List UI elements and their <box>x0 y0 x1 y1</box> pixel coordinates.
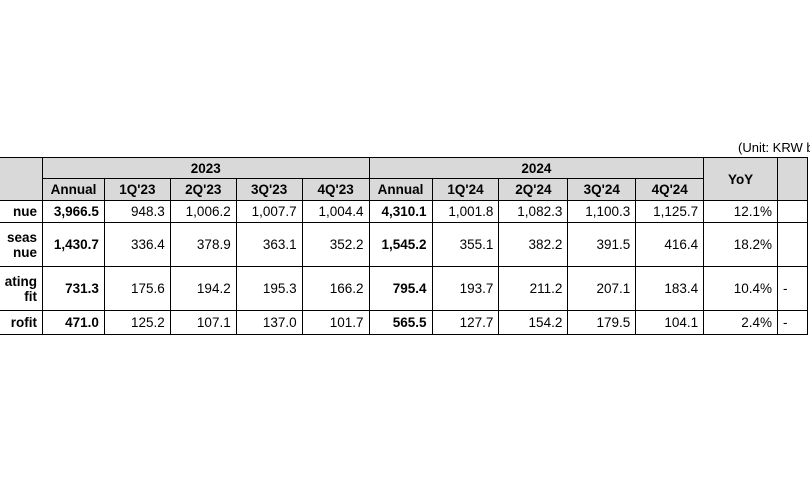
yoy-cell: 12.1% <box>703 200 778 223</box>
yoy-cell: 10.4% <box>703 266 778 311</box>
cut-off-cell <box>776 200 809 223</box>
yoy-cell: 2.4% <box>703 310 778 335</box>
quarter-cell: 194.2 <box>169 266 237 311</box>
quarter-cell: 1,006.2 <box>169 200 237 223</box>
annual-2023-cell: 3,966.5 <box>41 200 105 223</box>
quarter-cell: 154.2 <box>498 310 569 335</box>
annual-2024-cell: 1,545.2 <box>368 222 433 267</box>
quarter-header: 3Q'24 <box>567 178 637 201</box>
quarter-cell: 211.2 <box>498 266 569 311</box>
quarter-cell: 948.3 <box>103 200 171 223</box>
row-label: nue <box>0 200 43 223</box>
row-label: ating fit <box>0 266 43 311</box>
table-row: seas nue 1,430.7 336.4 378.9 363.1 352.2 … <box>0 222 809 267</box>
cut-off-cell: - <box>776 266 809 311</box>
financial-results-table: 2023 2024 YoY Annual 1Q'23 2Q'23 3Q'23 4… <box>0 157 809 335</box>
quarter-cell: 166.2 <box>301 266 370 311</box>
quarter-cell: 104.1 <box>635 310 705 335</box>
row-label: rofit <box>0 310 43 335</box>
quarter-cell: 1,007.7 <box>235 200 303 223</box>
quarter-cell: 416.4 <box>635 222 705 267</box>
header-row-quarters: Annual 1Q'23 2Q'23 3Q'23 4Q'23 Annual 1Q… <box>0 178 808 201</box>
table-row: nue 3,966.5 948.3 1,006.2 1,007.7 1,004.… <box>0 200 809 223</box>
quarter-cell: 1,001.8 <box>431 200 500 223</box>
annual-2024-cell: 565.5 <box>368 310 433 335</box>
cut-off-header <box>776 157 809 201</box>
yoy-cell: 18.2% <box>703 222 778 267</box>
row-label-line: seas <box>6 229 37 245</box>
quarter-cell: 352.2 <box>301 222 370 267</box>
quarter-cell: 137.0 <box>235 310 303 335</box>
quarter-cell: 363.1 <box>235 222 303 267</box>
annual-2023-cell: 1,430.7 <box>41 222 105 267</box>
quarter-header: 1Q'24 <box>431 178 500 201</box>
quarter-cell: 127.7 <box>431 310 500 335</box>
quarter-header: 2Q'23 <box>169 178 237 201</box>
table-row: ating fit 731.3 175.6 194.2 195.3 166.2 7… <box>0 266 809 311</box>
quarter-header: 2Q'24 <box>498 178 569 201</box>
row-label-line: nue <box>12 244 37 260</box>
quarter-cell: 1,125.7 <box>635 200 705 223</box>
quarter-cell: 336.4 <box>103 222 171 267</box>
quarter-header: 3Q'23 <box>235 178 303 201</box>
quarter-cell: 175.6 <box>103 266 171 311</box>
quarter-header: 1Q'23 <box>103 178 171 201</box>
annual-2024-cell: 4,310.1 <box>368 200 433 223</box>
annual-2023-header: Annual <box>41 178 105 201</box>
quarter-cell: 1,004.4 <box>301 200 370 223</box>
annual-2023-cell: 731.3 <box>41 266 105 311</box>
quarter-cell: 207.1 <box>567 266 637 311</box>
annual-2024-cell: 795.4 <box>368 266 433 311</box>
quarter-cell: 125.2 <box>103 310 171 335</box>
quarter-cell: 355.1 <box>431 222 500 267</box>
cut-off-cell: - <box>776 310 809 335</box>
quarter-cell: 1,100.3 <box>567 200 637 223</box>
quarter-cell: 382.2 <box>498 222 569 267</box>
header-row-years: 2023 2024 YoY <box>0 157 809 201</box>
yoy-header: YoY <box>703 157 778 201</box>
quarter-cell: 179.5 <box>567 310 637 335</box>
quarter-cell: 101.7 <box>301 310 370 335</box>
year-2024-header: 2024 <box>368 157 705 179</box>
quarter-header: 4Q'23 <box>301 178 370 201</box>
quarter-cell: 107.1 <box>169 310 237 335</box>
annual-2024-header: Annual <box>368 178 433 201</box>
row-label-line: ating <box>4 273 37 289</box>
cut-off-cell <box>776 222 809 267</box>
quarter-cell: 1,082.3 <box>498 200 569 223</box>
year-2023-header: 2023 <box>41 157 370 179</box>
table-row: rofit 471.0 125.2 107.1 137.0 101.7 565.… <box>0 310 809 335</box>
quarter-cell: 183.4 <box>635 266 705 311</box>
row-label-line: rofit <box>10 315 37 330</box>
quarter-header: 4Q'24 <box>635 178 705 201</box>
quarter-cell: 195.3 <box>235 266 303 311</box>
quarter-cell: 378.9 <box>169 222 237 267</box>
row-label-line: fit <box>24 288 37 304</box>
unit-note: (Unit: KRW b <box>738 140 810 155</box>
quarter-cell: 391.5 <box>567 222 637 267</box>
quarter-cell: 193.7 <box>431 266 500 311</box>
row-label: seas nue <box>0 222 43 267</box>
row-label-line: nue <box>12 204 37 219</box>
annual-2023-cell: 471.0 <box>41 310 105 335</box>
corner-cell <box>0 157 43 201</box>
